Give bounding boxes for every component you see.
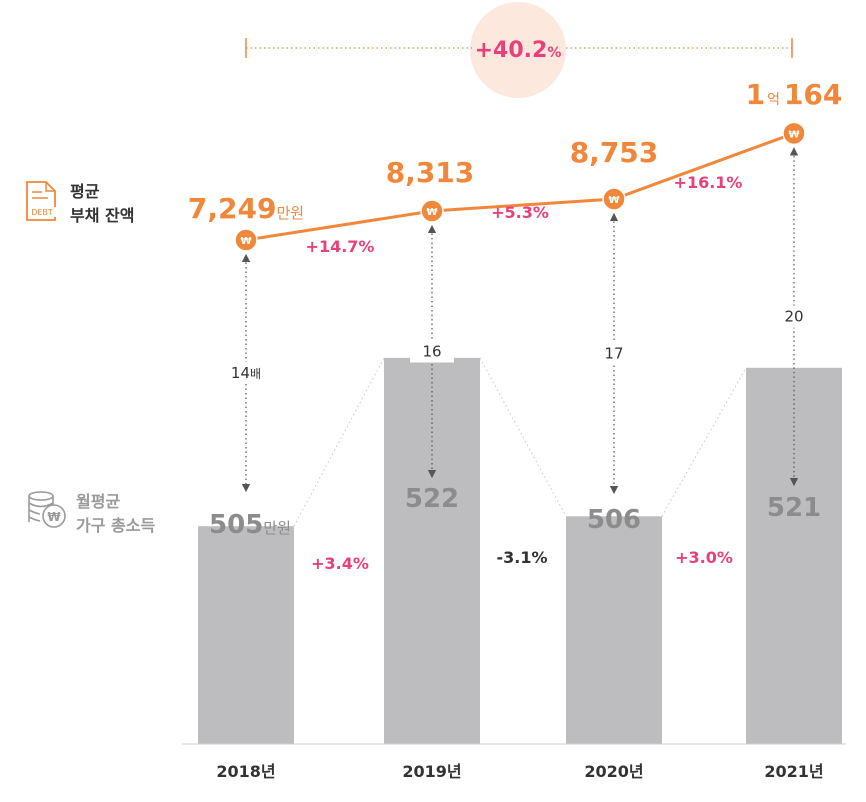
x-axis-tick-label: 2018년	[216, 762, 275, 781]
ratio-label: 17	[604, 345, 623, 363]
x-axis-labels: 2018년 2019년 2020년 2021년	[216, 762, 823, 781]
ratio-label: 16	[422, 343, 441, 361]
debt-change-label: +14.7%	[306, 237, 375, 256]
ratio-label-bg	[410, 340, 454, 363]
legend-debt-label-1: 평균	[70, 182, 100, 201]
legend-debt-label-2: 부채 잔액	[70, 206, 134, 225]
ratio-arrows: 14배 16 17 20	[224, 147, 816, 495]
income-bar	[566, 516, 662, 744]
won-coin-icon: ₩	[420, 199, 444, 223]
debt-change-label: +16.1%	[674, 173, 743, 192]
income-value-label: 521	[767, 493, 821, 523]
won-coin-icon: ₩	[782, 121, 806, 146]
income-change-label: -3.1%	[496, 548, 547, 567]
svg-text:₩: ₩	[788, 129, 799, 140]
income-value-label: 506	[587, 505, 641, 535]
x-axis-tick-label: 2019년	[402, 762, 461, 781]
document-icon: DEBT	[26, 181, 57, 221]
debt-series-line	[245, 131, 795, 242]
document-icon-text: DEBT	[31, 208, 53, 217]
debt-value-label: 8,313	[386, 156, 475, 189]
ratio-label: 14배	[231, 364, 261, 382]
income-bar	[384, 357, 480, 744]
ratio-label-bg	[772, 305, 816, 328]
income-connector	[479, 357, 567, 517]
debt-line: ₩ ₩ ₩ ₩	[234, 121, 806, 252]
legend-debt: DEBT 평균 부채 잔액	[26, 181, 134, 225]
income-bar	[198, 526, 294, 744]
total-change-label: +40.2%	[475, 38, 562, 63]
coin-symbol: ₩	[47, 510, 61, 524]
income-connector	[293, 357, 385, 527]
income-connector	[661, 367, 747, 517]
income-value-label: 505만원	[209, 510, 291, 540]
total-change-group: +40.2%	[245, 2, 793, 98]
legend-income: ₩ 월평균 가구 총소득	[28, 491, 155, 535]
x-axis-tick-label: 2021년	[764, 762, 823, 781]
legend-income-label-1: 월평균	[76, 492, 120, 511]
won-coin-icon: ₩	[234, 228, 258, 252]
debt-value-label: 8,753	[570, 136, 659, 169]
debt-value-label: 7,249만원	[188, 192, 304, 225]
income-change-label: +3.0%	[675, 548, 733, 567]
svg-text:₩: ₩	[240, 236, 251, 247]
income-bar-connectors	[293, 357, 747, 527]
ratio-label-bg	[224, 362, 268, 384]
value-labels: 7,249만원 8,313 8,753 1 억 164 +14.7% +5.3% +16.1% 5…	[188, 78, 843, 573]
income-change-label: +3.4%	[311, 554, 369, 573]
ratio-label: 20	[784, 308, 803, 326]
coins-icon: ₩	[28, 491, 66, 528]
total-change-bubble	[470, 2, 566, 98]
income-bar	[746, 367, 842, 744]
x-axis-tick-label: 2020년	[584, 762, 643, 781]
debt-change-label: +5.3%	[491, 203, 549, 222]
debt-value-label: 1 억 164	[746, 78, 843, 111]
ratio-label-bg	[592, 342, 636, 365]
income-value-label: 522	[405, 484, 459, 514]
won-coin-icon: ₩	[602, 187, 626, 211]
legend-income-label-2: 가구 총소득	[76, 516, 155, 535]
svg-text:₩: ₩	[426, 207, 437, 218]
svg-text:₩: ₩	[608, 195, 619, 206]
